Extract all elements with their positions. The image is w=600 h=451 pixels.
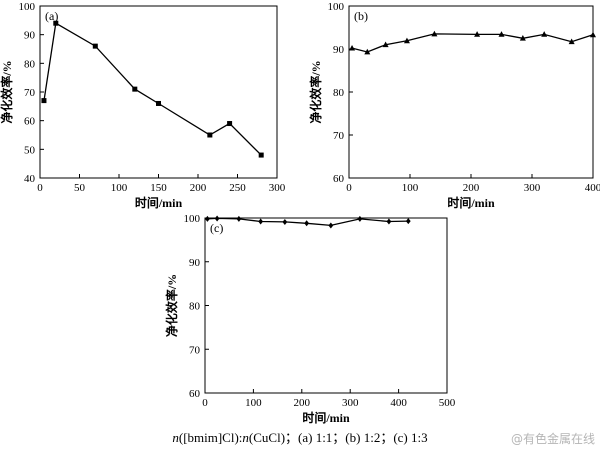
chart-panel-c: 0 100 200 300 400 500 60 70 80 90 100 时间/min 净化效率/% (…: [164, 213, 456, 425]
y-tick-label: 60: [24, 116, 36, 128]
watermark: @有色金属在线: [511, 431, 595, 446]
data-point: [405, 218, 411, 225]
data-point: [258, 218, 264, 225]
x-tick-label: 0: [37, 182, 43, 194]
data-point: [132, 86, 138, 92]
x-tick-label: 100: [111, 182, 128, 194]
data-point: [214, 215, 220, 222]
data-point: [53, 20, 59, 26]
panel-label-b: (b): [354, 9, 368, 23]
y-axis-label: 净化效率/%: [308, 60, 323, 123]
x-tick-label: 100: [402, 182, 419, 194]
y-tick-label: 60: [333, 173, 345, 185]
data-point: [431, 30, 438, 37]
y-axis-label: 净化效率/%: [164, 274, 179, 337]
y-tick-label: 90: [333, 44, 345, 56]
y-tick-label: 90: [189, 257, 201, 269]
x-tick-label: 400: [585, 182, 600, 194]
y-tick-label: 100: [19, 1, 36, 13]
y-tick-label: 70: [189, 344, 201, 356]
x-tick-label: 50: [74, 182, 86, 194]
data-point: [541, 31, 548, 37]
data-point: [519, 35, 526, 41]
x-axis-label: 时间/min: [135, 195, 183, 210]
plot-frame-a: [39, 5, 278, 179]
data-point: [474, 31, 481, 37]
x-tick-label: 200: [294, 397, 311, 409]
figure-caption: n([bmim]Cl):n(CuCl)；(a) 1:1；(b) 1:2；(c) …: [172, 430, 427, 446]
x-tick-label: 300: [342, 397, 359, 409]
panel-label-a: (a): [45, 9, 58, 23]
data-point: [357, 215, 363, 222]
y-tick-label: 80: [189, 301, 201, 313]
y-tick-label: 80: [333, 87, 345, 99]
data-point: [258, 152, 264, 158]
data-point: [386, 218, 392, 225]
plot-frame-c: [204, 217, 448, 394]
y-tick-label: 100: [328, 1, 345, 13]
x-tick-label: 150: [150, 182, 167, 194]
data-point: [590, 31, 596, 38]
y-tick-label: 80: [24, 58, 36, 70]
data-point: [498, 31, 505, 37]
data-point: [349, 44, 356, 51]
x-tick-label: 500: [439, 397, 456, 409]
data-point: [207, 132, 213, 138]
y-tick-label: 90: [24, 30, 36, 42]
x-tick-label: 400: [390, 397, 407, 409]
x-tick-label: 250: [229, 182, 246, 194]
x-tick-label: 0: [346, 182, 352, 194]
data-point: [382, 41, 389, 48]
data-point: [328, 222, 334, 229]
y-tick-label: 60: [189, 388, 201, 400]
x-axis-label: 时间/min: [447, 195, 495, 210]
y-axis-label: 净化效率/%: [0, 60, 14, 123]
y-tick-label: 70: [24, 87, 36, 99]
y-tick-label: 50: [24, 144, 36, 156]
series-line-a: [43, 22, 262, 156]
x-tick-label: 300: [524, 182, 541, 194]
data-point: [156, 100, 161, 106]
data-point: [364, 48, 371, 55]
x-tick-label: 200: [463, 182, 480, 194]
data-point: [227, 121, 233, 127]
chart-panel-b: 0 100 200 300 400 60 70 80 90 100 时间/min 净化效率/% (b): [308, 1, 600, 210]
data-point: [236, 215, 242, 222]
data-point: [92, 43, 98, 49]
data-point: [282, 218, 288, 225]
x-tick-label: 200: [190, 182, 207, 194]
plot-frame-b: [348, 5, 594, 179]
y-tick-label: 70: [333, 130, 345, 142]
x-tick-label: 300: [269, 182, 286, 194]
data-point: [304, 220, 310, 227]
x-tick-label: 0: [202, 397, 208, 409]
chart-panel-a: 0 50 100 150 200 250 300 40 50 60 70 80 90 100 时间/min 净…: [0, 1, 286, 210]
data-point: [403, 37, 410, 44]
x-axis-label: 时间/min: [302, 410, 350, 425]
data-point: [568, 38, 575, 45]
data-point: [41, 98, 47, 104]
y-tick-label: 100: [184, 213, 201, 225]
panel-label-c: (c): [210, 221, 223, 235]
series-line-b: [351, 33, 594, 53]
x-tick-label: 100: [245, 397, 262, 409]
series-line-c: [207, 217, 409, 227]
y-tick-label: 40: [24, 173, 36, 185]
data-point: [205, 215, 210, 222]
